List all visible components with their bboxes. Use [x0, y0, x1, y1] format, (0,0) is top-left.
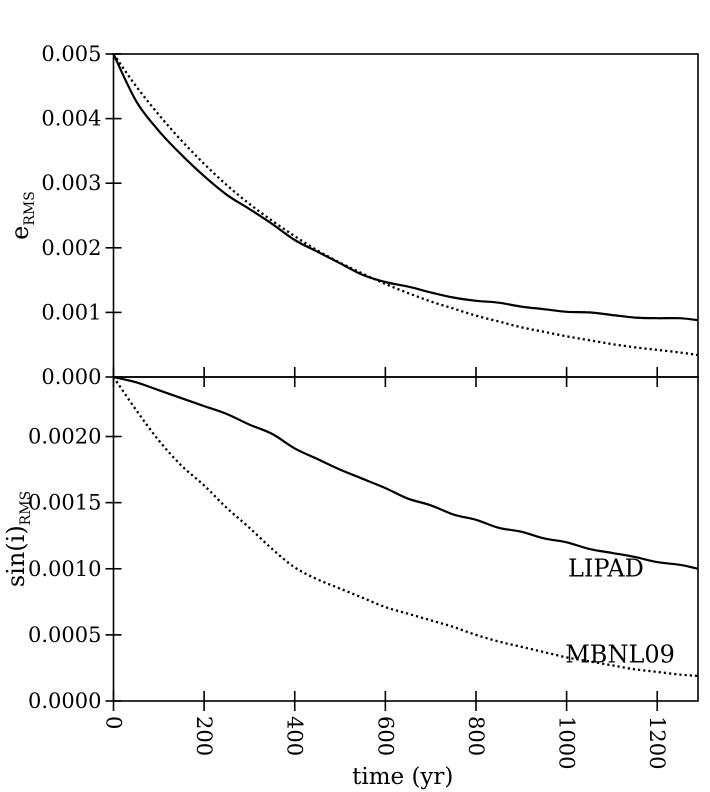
series-mbnl09-top-line — [112, 53, 699, 357]
series-lipad-bottom-line — [113, 375, 699, 570]
series-layer — [112, 53, 699, 678]
x-tick-label: 1200 — [645, 716, 669, 769]
y-tick-label: 0.003 — [41, 171, 101, 195]
y-tick-label: 0.0000 — [28, 689, 101, 713]
x-tick-label: 600 — [373, 716, 397, 756]
y-tick-label: 0.005 — [41, 42, 101, 66]
labels-layer: 0.005 0.004 0.003 0.002 0.001 0.000 eRMS 0.0020… — [2, 42, 669, 790]
y-axis-label-top: eRMS — [6, 191, 38, 240]
panel-bottom-box — [112, 376, 699, 702]
y-tick-label: 0.001 — [41, 300, 101, 324]
x-tick-label: 1000 — [555, 716, 579, 769]
y-tick-label: 0.0015 — [28, 491, 101, 515]
annotations-layer: LIPAD MBNL09 — [565, 555, 675, 669]
series-annotation-lipad: LIPAD — [568, 555, 644, 583]
x-tick-label: 0 — [102, 716, 126, 729]
y-tick-label: 0.002 — [41, 236, 101, 260]
x-tick-label: 400 — [283, 716, 307, 756]
y-tick-label: 0.0010 — [28, 557, 101, 581]
y-tick-label: 0.0005 — [28, 623, 101, 647]
x-axis-label: time (yr) — [352, 764, 453, 790]
series-mbnl09-bottom-line — [112, 376, 699, 678]
x-tick-label: 200 — [192, 716, 216, 756]
ticks-layer — [105, 53, 659, 711]
axes-layer — [112, 53, 699, 702]
series-annotation-mbnl09: MBNL09 — [565, 641, 675, 669]
series-lipad-top-line — [112, 53, 699, 322]
panel-top-box — [112, 53, 699, 378]
y-tick-label: 0.000 — [41, 365, 101, 389]
y-tick-label: 0.004 — [41, 107, 101, 131]
y-tick-label: 0.0020 — [28, 425, 101, 449]
y-axis-label-bottom: sin(i)RMS — [2, 491, 34, 587]
x-tick-label: 800 — [464, 716, 488, 756]
